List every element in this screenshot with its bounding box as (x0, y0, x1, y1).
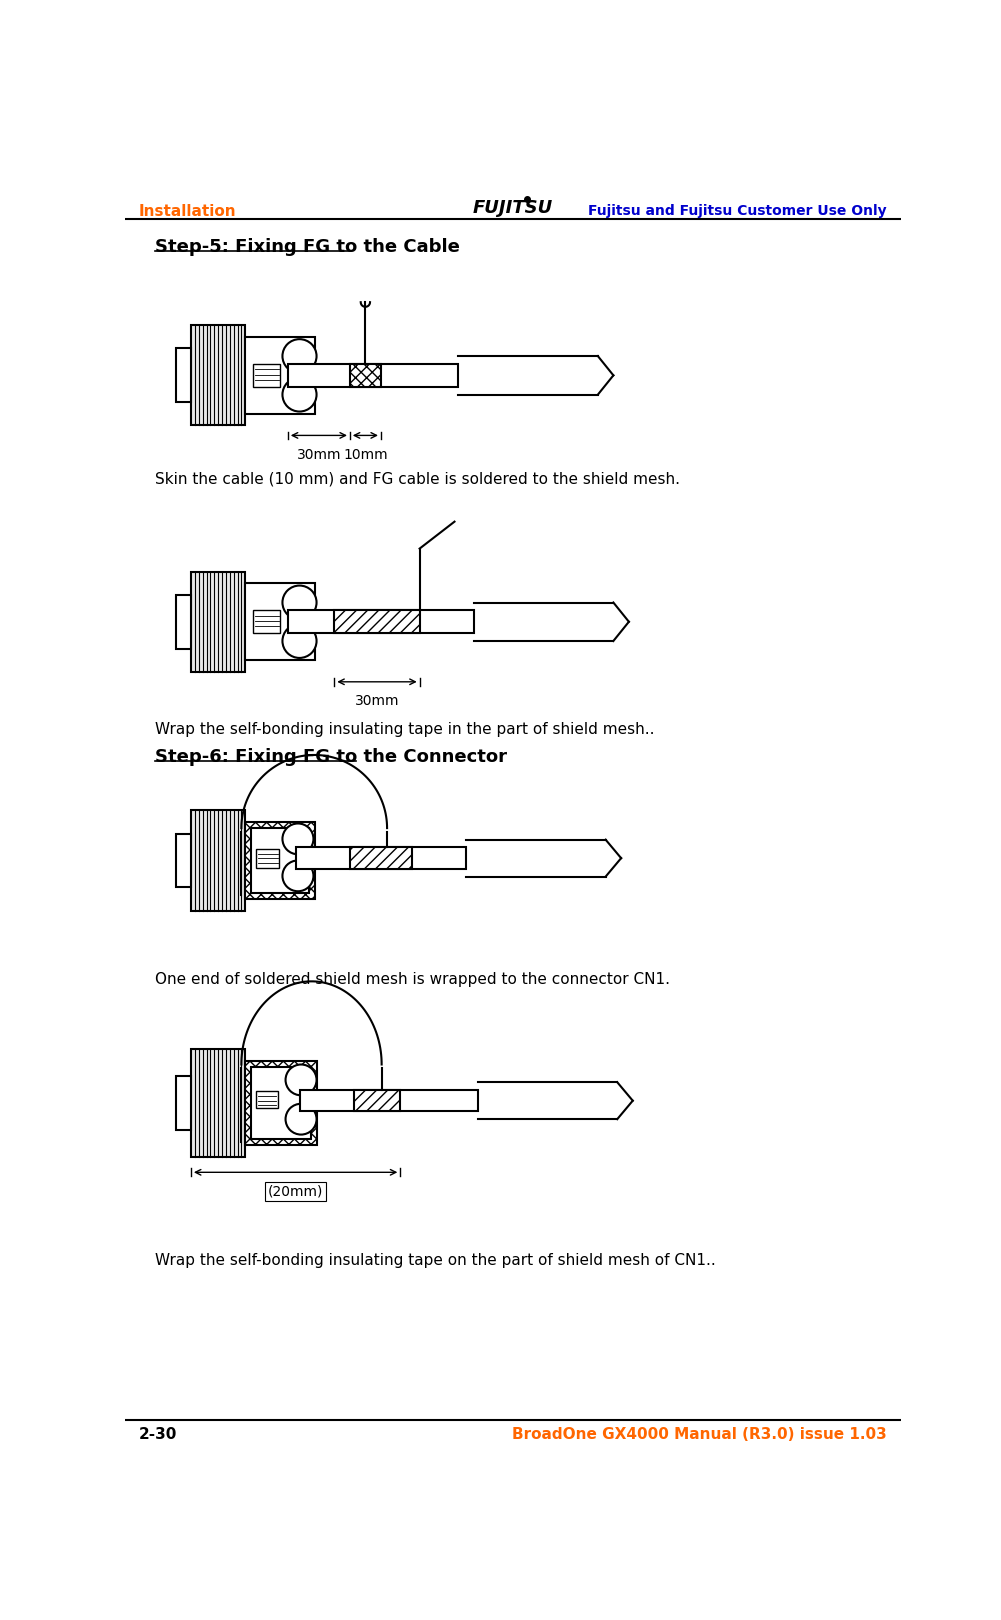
Text: Installation: Installation (139, 204, 236, 219)
Circle shape (282, 860, 313, 891)
Text: Wrap the self-bonding insulating tape on the part of shield mesh of CN1..: Wrap the self-bonding insulating tape on… (154, 1254, 716, 1268)
Bar (288, 611, 473, 633)
Bar (175, 348, 191, 402)
Text: (20mm): (20mm) (268, 1184, 323, 1199)
Bar (353, 1090, 400, 1111)
Bar (256, 1092, 278, 1108)
Text: 30mm: 30mm (354, 693, 399, 708)
Bar (256, 849, 279, 868)
Bar (191, 810, 245, 910)
Text: 30mm: 30mm (296, 447, 341, 462)
Bar (245, 337, 315, 413)
Text: BroadOne GX4000 Manual (R3.0) issue 1.03: BroadOne GX4000 Manual (R3.0) issue 1.03 (513, 1427, 887, 1442)
Text: Step-5: Fixing FG to the Cable: Step-5: Fixing FG to the Cable (154, 238, 459, 256)
Text: Step-6: Fixing FG to the Connector: Step-6: Fixing FG to the Connector (154, 747, 507, 766)
Text: FUJITSU: FUJITSU (472, 199, 553, 217)
Circle shape (282, 823, 313, 854)
Text: Wrap the self-bonding insulating tape in the part of shield mesh..: Wrap the self-bonding insulating tape in… (154, 723, 654, 737)
Text: One end of soldered shield mesh is wrapped to the connector CN1.: One end of soldered shield mesh is wrapp… (154, 972, 670, 987)
Bar (191, 1050, 245, 1157)
Circle shape (285, 1064, 316, 1095)
Bar (288, 364, 458, 387)
Circle shape (285, 1103, 316, 1134)
Text: Skin the cable (10 mm) and FG cable is soldered to the shield mesh.: Skin the cable (10 mm) and FG cable is s… (154, 471, 680, 486)
Text: 2-30: 2-30 (139, 1427, 177, 1442)
Bar (253, 611, 280, 633)
Bar (350, 847, 411, 868)
Bar (191, 326, 245, 426)
Bar (175, 1076, 191, 1131)
Bar (251, 828, 308, 893)
Circle shape (282, 339, 316, 373)
Bar (175, 595, 191, 648)
Bar (175, 834, 191, 888)
Text: Fujitsu and Fujitsu Customer Use Only: Fujitsu and Fujitsu Customer Use Only (589, 204, 887, 219)
Bar (295, 847, 466, 868)
Bar (191, 572, 245, 672)
Bar (245, 583, 315, 661)
Bar (251, 1068, 311, 1139)
Bar (334, 611, 419, 633)
Circle shape (282, 585, 316, 619)
Bar (245, 821, 315, 899)
Bar (299, 1090, 477, 1111)
Circle shape (282, 624, 316, 658)
Circle shape (282, 377, 316, 411)
Bar (350, 364, 380, 387)
Text: 10mm: 10mm (343, 447, 387, 462)
Bar (245, 1061, 316, 1145)
Bar (253, 364, 280, 387)
